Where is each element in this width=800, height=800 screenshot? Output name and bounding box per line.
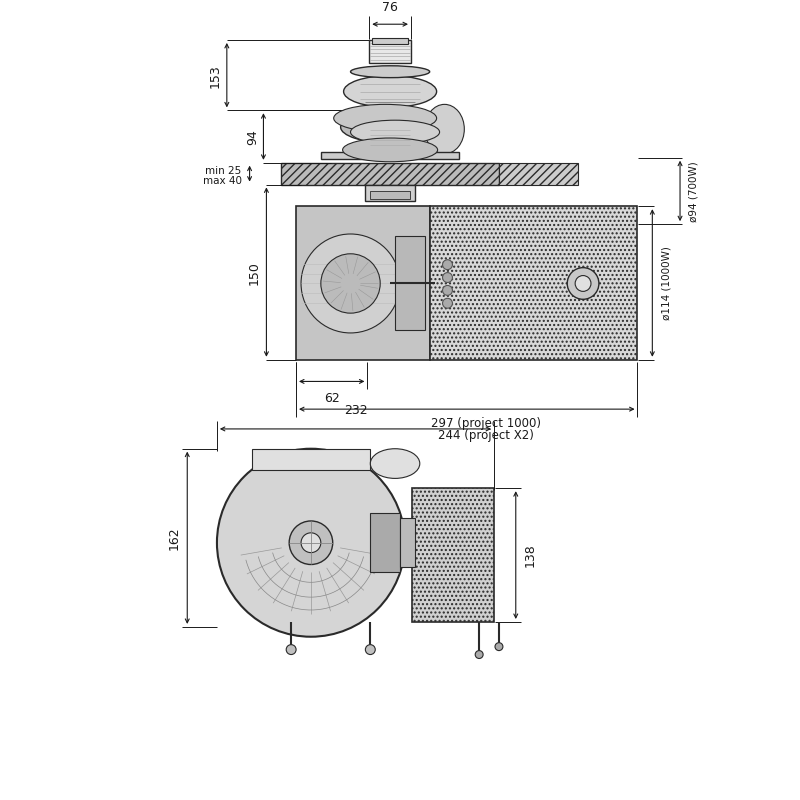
Circle shape	[301, 234, 400, 333]
Circle shape	[575, 275, 591, 291]
Bar	[370, 513, 400, 573]
Ellipse shape	[370, 449, 420, 478]
Text: 150: 150	[248, 261, 261, 285]
Text: 244 (project X2): 244 (project X2)	[438, 429, 534, 442]
Text: 94: 94	[246, 129, 259, 145]
Bar	[400, 518, 415, 567]
Bar	[412, 488, 494, 622]
Ellipse shape	[350, 66, 430, 78]
Text: ø94 (700W): ø94 (700W)	[689, 161, 699, 222]
Circle shape	[442, 298, 453, 308]
Text: min 25: min 25	[206, 166, 242, 176]
Circle shape	[321, 254, 380, 313]
Text: 297 (project 1000): 297 (project 1000)	[431, 417, 541, 430]
Ellipse shape	[425, 104, 464, 154]
Circle shape	[442, 273, 453, 282]
Text: 62: 62	[324, 392, 339, 406]
Text: ø114 (1000W): ø114 (1000W)	[661, 246, 671, 321]
Circle shape	[567, 268, 599, 299]
Circle shape	[442, 286, 453, 295]
Ellipse shape	[350, 120, 439, 144]
Text: 162: 162	[168, 526, 181, 550]
Circle shape	[301, 533, 321, 553]
Bar	[372, 38, 408, 44]
Bar	[370, 40, 411, 63]
Text: 138: 138	[524, 544, 537, 567]
Bar	[395, 236, 425, 330]
Circle shape	[442, 260, 453, 270]
Bar	[296, 206, 430, 360]
Circle shape	[217, 449, 405, 637]
Ellipse shape	[334, 104, 437, 132]
Ellipse shape	[343, 76, 437, 107]
Bar	[366, 185, 415, 202]
Bar	[282, 162, 499, 185]
Bar	[499, 162, 578, 185]
Ellipse shape	[342, 138, 438, 162]
Bar	[370, 191, 410, 199]
Circle shape	[475, 650, 483, 658]
Text: 153: 153	[209, 64, 222, 87]
Ellipse shape	[341, 111, 439, 143]
Bar	[251, 449, 370, 470]
Circle shape	[286, 645, 296, 654]
Circle shape	[289, 521, 333, 565]
Circle shape	[366, 645, 375, 654]
Text: max 40: max 40	[202, 176, 242, 186]
Bar	[430, 206, 638, 360]
Text: 76: 76	[382, 2, 398, 14]
Circle shape	[495, 642, 503, 650]
Bar	[321, 152, 459, 158]
Text: 232: 232	[344, 404, 367, 417]
